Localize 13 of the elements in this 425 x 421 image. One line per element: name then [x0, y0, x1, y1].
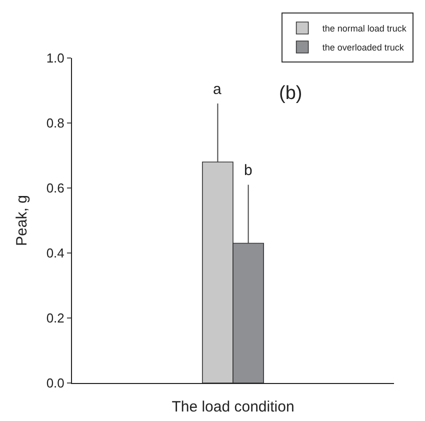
annotation: b [244, 162, 252, 179]
y-axis-title: Peak, g [14, 195, 31, 246]
y-tick-label: 1.0 [46, 50, 64, 66]
legend-label: the normal load truck [322, 24, 407, 34]
x-axis-title: The load condition [172, 398, 294, 416]
y-tick-label: 0.2 [46, 310, 64, 326]
legend-label: the overloaded truck [322, 42, 404, 53]
annotation: a [213, 81, 222, 98]
y-tick-label: 0.6 [46, 180, 64, 196]
y-tick-label: 0.4 [46, 246, 64, 261]
y-tick-label: 0.0 [46, 376, 64, 391]
y-tick-label: 0.8 [46, 116, 64, 131]
annotation: (b) [279, 83, 302, 104]
